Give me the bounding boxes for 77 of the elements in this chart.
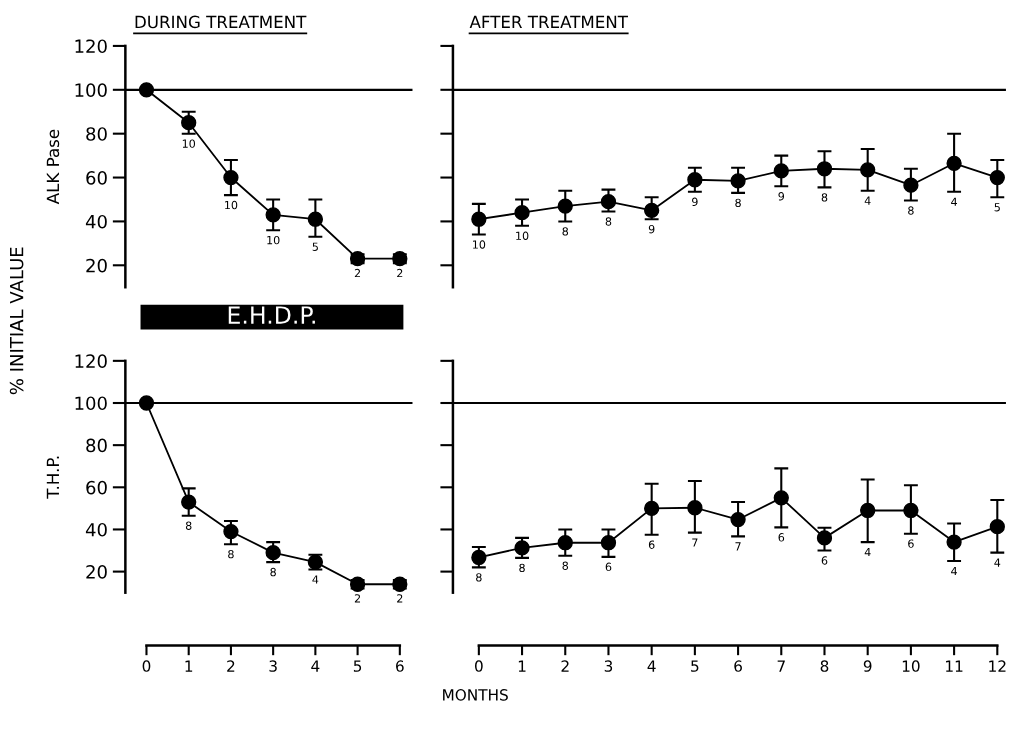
annotation: 8 <box>562 561 569 570</box>
x-tick-label: 1 <box>185 660 193 672</box>
annotation: 4 <box>951 566 958 576</box>
chart-title: DURING TREATMENT <box>135 15 307 29</box>
annotation: 6 <box>778 533 785 542</box>
x-tick-label: 0 <box>142 660 151 672</box>
x-tick-label: 6 <box>734 660 742 672</box>
x-tick-label: 5 <box>353 660 362 672</box>
x-tick-label: 3 <box>604 660 613 672</box>
annotation: 9 <box>648 224 655 234</box>
x-tick-label: 6 <box>396 660 404 672</box>
annotation: 8 <box>821 193 828 202</box>
annotation: 2 <box>397 594 403 603</box>
annotation: 9 <box>778 192 785 201</box>
x-tick-label: 1 <box>518 660 526 672</box>
x-tick-label: 9 <box>863 660 872 672</box>
x-tick-label: 2 <box>561 660 569 672</box>
annotation: 5 <box>994 203 1000 212</box>
annotation: 4 <box>951 197 958 206</box>
annotation: 6 <box>821 556 828 565</box>
annotation: 8 <box>228 549 234 559</box>
annotation: 6 <box>648 540 655 549</box>
y-tick-label: 100 <box>75 83 107 97</box>
annotation: 8 <box>270 567 276 577</box>
annotation: 4 <box>994 558 1001 567</box>
y-tick-label: 20 <box>86 258 107 273</box>
annotation: 6 <box>908 539 914 548</box>
annotation: 8 <box>562 227 569 236</box>
annotation: 4 <box>864 548 871 557</box>
x-tick-label: 10 <box>902 660 920 672</box>
annotation: 10 <box>182 139 196 148</box>
annotation: 8 <box>476 573 482 582</box>
annotation: 4 <box>864 196 871 205</box>
y-axis-title: ALK Pase <box>46 129 60 205</box>
y-tick-label: 60 <box>86 480 107 495</box>
annotation: 8 <box>519 563 525 573</box>
annotation: 10 <box>473 240 486 249</box>
annotation: 8 <box>605 217 612 226</box>
x-tick-label: 8 <box>820 660 829 672</box>
y-tick-label: 60 <box>86 171 107 185</box>
annotation: 10 <box>516 231 529 240</box>
annotation: 4 <box>312 575 319 584</box>
annotation: 8 <box>185 521 192 530</box>
y-tick-label: 120 <box>75 39 107 54</box>
y-tick-label: 80 <box>86 438 107 453</box>
y-tick-label: 40 <box>85 522 107 537</box>
y-tick-label: 80 <box>86 127 107 141</box>
annotation: 2 <box>354 594 361 603</box>
y-tick-label: 20 <box>86 565 107 579</box>
annotation: 5 <box>312 242 318 251</box>
chart-title: AFTER TREATMENT <box>469 15 628 28</box>
annotation: 10 <box>267 235 280 245</box>
x-tick-label: 0 <box>475 660 483 672</box>
annotation: 6 <box>605 562 612 572</box>
annotation: 2 <box>354 268 361 278</box>
annotation: 8 <box>735 198 741 208</box>
x-tick-label: 5 <box>691 660 699 672</box>
x-tick-label: 3 <box>269 660 277 672</box>
annotation: 7 <box>735 542 741 551</box>
x-tick-label: 2 <box>227 660 235 672</box>
annotation: 9 <box>692 197 698 206</box>
annotation: 8 <box>908 206 914 215</box>
text: % INITIAL VALUE <box>9 247 24 395</box>
x-tick-label: 11 <box>946 660 963 672</box>
text: MONTHS <box>443 689 508 701</box>
x-tick-label: 4 <box>311 660 320 672</box>
annotation: 7 <box>692 538 698 547</box>
annotation: 2 <box>397 268 403 278</box>
y-tick-label: 120 <box>75 354 107 368</box>
text: E.H.D.P. <box>228 306 315 324</box>
y-tick-label: 100 <box>75 396 107 411</box>
y-axis-title: T.H.P. <box>46 456 59 499</box>
y-tick-label: 40 <box>85 214 107 229</box>
x-tick-label: 7 <box>777 660 785 672</box>
x-tick-label: 4 <box>647 660 656 672</box>
annotation: 10 <box>225 200 238 210</box>
x-tick-label: 12 <box>989 660 1006 672</box>
